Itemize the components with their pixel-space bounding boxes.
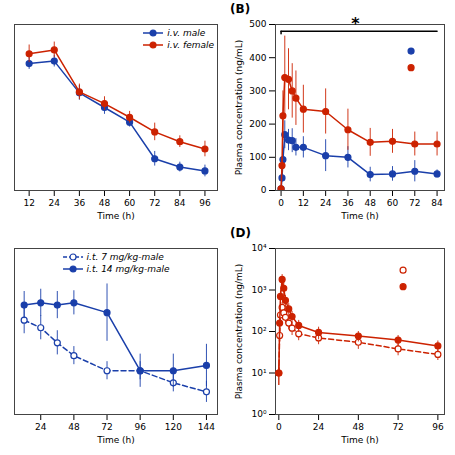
html-text:(D): (D) [230,226,251,240]
svg-text:0: 0 [278,198,284,208]
svg-text:10³: 10³ [251,285,266,295]
svg-text:10⁴: 10⁴ [251,243,266,253]
svg-text:84: 84 [174,198,186,208]
html-text:i.v. female: i.v. female [167,40,214,50]
svg-text:144: 144 [198,422,215,432]
svg-text:10⁰: 10⁰ [251,409,266,419]
svg-text:96: 96 [134,422,146,432]
svg-text:96: 96 [432,422,444,432]
svg-text:10²: 10² [251,326,266,336]
svg-text:48: 48 [353,422,365,432]
svg-text:72: 72 [392,422,403,432]
html-text:i.v. male: i.v. male [167,28,206,38]
svg-text:72: 72 [101,422,112,432]
svg-text:400: 400 [249,53,266,63]
svg-text:0: 0 [261,185,267,195]
svg-text:200: 200 [249,119,266,129]
svg-text:Time (h): Time (h) [340,435,379,445]
svg-text:72: 72 [149,198,160,208]
svg-text:48: 48 [99,198,111,208]
svg-text:10¹: 10¹ [251,368,266,378]
svg-text:100: 100 [249,152,266,162]
svg-text:36: 36 [342,198,354,208]
svg-text:24: 24 [35,422,47,432]
svg-text:Time (h): Time (h) [96,435,135,445]
html-text:i.t. 7 mg/kg-male: i.t. 7 mg/kg-male [86,252,164,262]
svg-text:24: 24 [320,198,332,208]
svg-text:*: * [351,14,360,33]
svg-text:24: 24 [313,422,325,432]
svg-text:Time (h): Time (h) [96,211,135,221]
svg-text:60: 60 [124,198,136,208]
svg-text:Plasma concentration (ng/mL): Plasma concentration (ng/mL) [234,40,244,176]
svg-text:12: 12 [298,198,309,208]
svg-text:Time (h): Time (h) [340,211,379,221]
svg-text:48: 48 [68,422,80,432]
html-text:i.t. 14 mg/kg-male: i.t. 14 mg/kg-male [86,264,170,274]
svg-text:120: 120 [165,422,182,432]
svg-text:300: 300 [249,86,266,96]
svg-text:0: 0 [276,422,282,432]
html-text:(B): (B) [230,2,251,16]
svg-text:60: 60 [387,198,399,208]
svg-text:48: 48 [364,198,376,208]
svg-text:36: 36 [74,198,86,208]
svg-text:500: 500 [249,19,266,29]
svg-text:12: 12 [23,198,34,208]
svg-text:Plasma concentration (ng/mL): Plasma concentration (ng/mL) [234,264,244,400]
svg-text:72: 72 [409,198,420,208]
svg-text:24: 24 [49,198,61,208]
svg-text:96: 96 [199,198,211,208]
svg-text:84: 84 [431,198,443,208]
